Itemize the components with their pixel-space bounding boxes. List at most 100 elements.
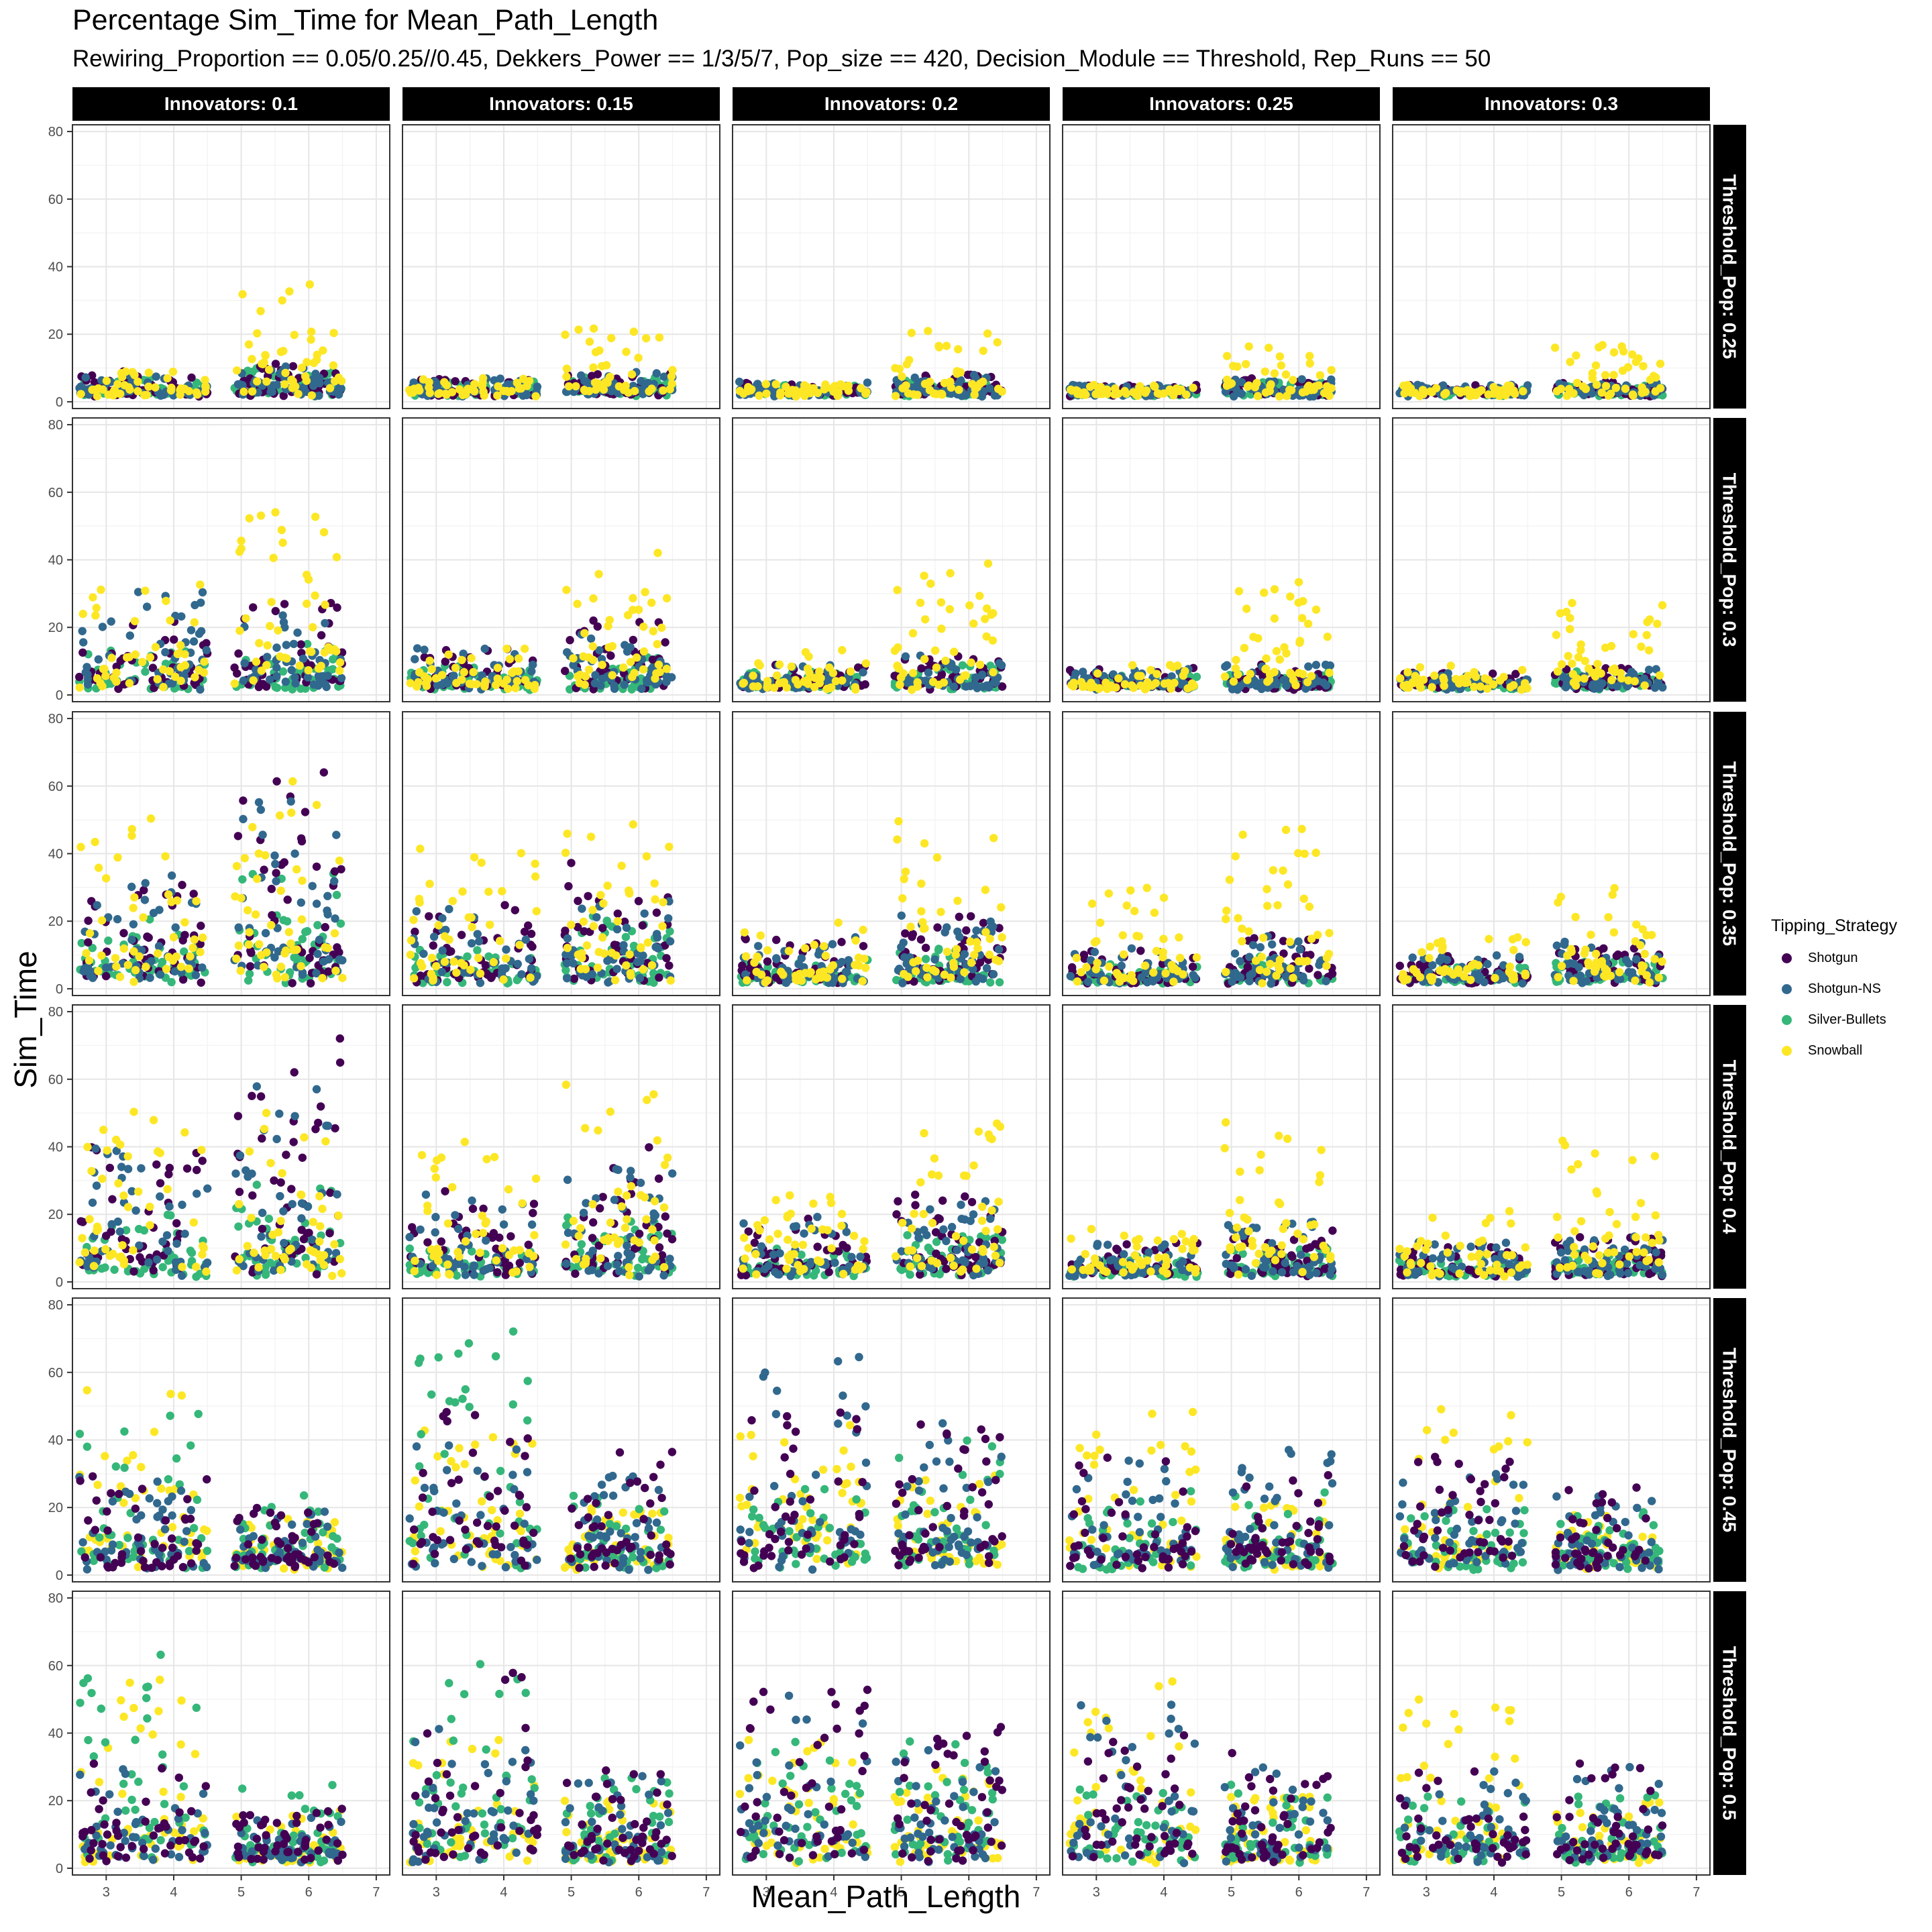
facet-strip-label: Innovators: 0.15 — [489, 93, 633, 114]
facet-strip-bg — [733, 87, 1050, 121]
data-point-snowball — [579, 652, 588, 661]
data-point-shotgun-ns — [662, 678, 671, 686]
data-point-snowball — [493, 663, 502, 672]
data-point-snowball — [1623, 363, 1633, 372]
data-point-snowball — [585, 337, 594, 346]
data-point-snowball — [314, 664, 323, 673]
data-point-snowball — [117, 369, 126, 378]
data-point-snowball — [112, 668, 121, 677]
data-point-snowball — [75, 683, 84, 692]
data-point-snowball — [1327, 366, 1336, 374]
data-point-shotgun-ns — [261, 928, 270, 938]
data-point-snowball — [97, 916, 107, 925]
data-point-snowball — [502, 644, 511, 653]
data-point-snowball — [1396, 674, 1405, 683]
data-point-snowball — [321, 600, 329, 609]
data-point-snowball — [641, 588, 649, 596]
data-point-shotgun-ns — [78, 627, 87, 635]
chart-title: Percentage Sim_Time for Mean_Path_Length — [72, 4, 659, 36]
data-point-snowball — [1078, 682, 1087, 691]
data-point-snowball — [1601, 382, 1611, 390]
data-point-snowball — [1263, 678, 1272, 686]
data-point-snowball — [331, 966, 340, 975]
data-point-snowball — [113, 388, 121, 398]
data-point-shotgun-ns — [438, 914, 447, 923]
data-point-snowball — [284, 928, 293, 936]
data-point-snowball — [588, 655, 598, 664]
data-point-snowball — [479, 388, 488, 396]
data-point-snowball — [1640, 681, 1649, 690]
data-point-shotgun-ns — [303, 673, 313, 682]
data-point-shotgun — [574, 896, 582, 906]
data-point-shotgun-ns — [202, 646, 211, 655]
data-point-shotgun — [447, 947, 455, 956]
data-point-snowball — [1277, 361, 1286, 370]
data-point-snowball — [813, 388, 822, 397]
data-point-shotgun — [271, 606, 280, 616]
data-point-shotgun-ns — [635, 973, 645, 983]
data-point-snowball — [925, 378, 934, 386]
data-point-snowball — [251, 910, 260, 919]
y-tick-label: 0 — [56, 982, 63, 997]
data-point-snowball — [335, 856, 344, 865]
data-point-snowball — [253, 377, 262, 386]
facet-strip-column-3: Innovators: 0.2 — [733, 87, 1050, 121]
data-point-silver-bullets — [986, 978, 995, 987]
data-point-snowball — [445, 935, 453, 944]
data-point-shotgun-ns — [828, 940, 837, 949]
data-point-snowball — [422, 682, 431, 690]
data-point-snowball — [415, 898, 424, 907]
data-point-shotgun — [955, 912, 964, 921]
data-point-snowball — [267, 920, 276, 930]
data-point-snowball — [1153, 389, 1163, 398]
data-point-snowball — [531, 859, 539, 868]
data-point-snowball — [458, 655, 466, 665]
data-point-snowball — [334, 373, 343, 382]
data-point-snowball — [596, 891, 605, 900]
data-point-snowball — [1260, 588, 1269, 597]
data-point-shotgun — [425, 912, 433, 921]
facet-strip-column-2: Innovators: 0.15 — [402, 87, 720, 121]
data-point-snowball — [100, 664, 109, 674]
data-point-snowball — [1641, 387, 1650, 396]
data-point-shotgun-ns — [979, 682, 987, 692]
data-point-silver-bullets — [104, 936, 113, 945]
facet-strip-bg — [1393, 87, 1710, 121]
data-point-snowball — [650, 879, 659, 888]
data-point-snowball — [276, 886, 285, 895]
data-point-shotgun — [655, 973, 663, 982]
data-point-snowball — [896, 680, 904, 690]
panel-r2-c5 — [1392, 417, 1711, 702]
data-point-snowball — [511, 684, 520, 692]
data-point-snowball — [327, 645, 336, 655]
data-point-snowball — [1175, 386, 1184, 396]
data-point-snowball — [245, 928, 254, 936]
data-point-snowball — [1143, 678, 1152, 687]
data-point-snowball — [232, 954, 241, 963]
data-point-snowball — [129, 977, 138, 986]
data-point-shotgun — [561, 667, 570, 676]
data-point-snowball — [332, 553, 341, 561]
data-point-shotgun — [249, 603, 258, 612]
data-point-shotgun — [301, 808, 310, 816]
data-point-snowball — [771, 380, 780, 388]
data-point-snowball — [586, 833, 596, 841]
data-point-snowball — [907, 329, 916, 337]
data-point-shotgun-ns — [89, 973, 97, 982]
data-point-snowball — [113, 853, 122, 862]
data-point-snowball — [967, 658, 975, 667]
data-point-snowball — [1581, 384, 1591, 393]
data-point-snowball — [1550, 343, 1560, 352]
data-point-snowball — [432, 962, 441, 971]
data-point-shotgun-ns — [240, 659, 249, 667]
data-point-snowball — [739, 389, 748, 398]
data-point-snowball — [196, 580, 205, 589]
data-point-snowball — [335, 666, 344, 675]
data-point-snowball — [467, 680, 476, 688]
data-point-snowball — [288, 777, 297, 786]
data-point-snowball — [252, 657, 261, 666]
data-point-snowball — [651, 895, 659, 904]
data-point-snowball — [979, 346, 987, 356]
data-point-snowball — [761, 380, 771, 388]
data-point-snowball — [1572, 378, 1582, 387]
